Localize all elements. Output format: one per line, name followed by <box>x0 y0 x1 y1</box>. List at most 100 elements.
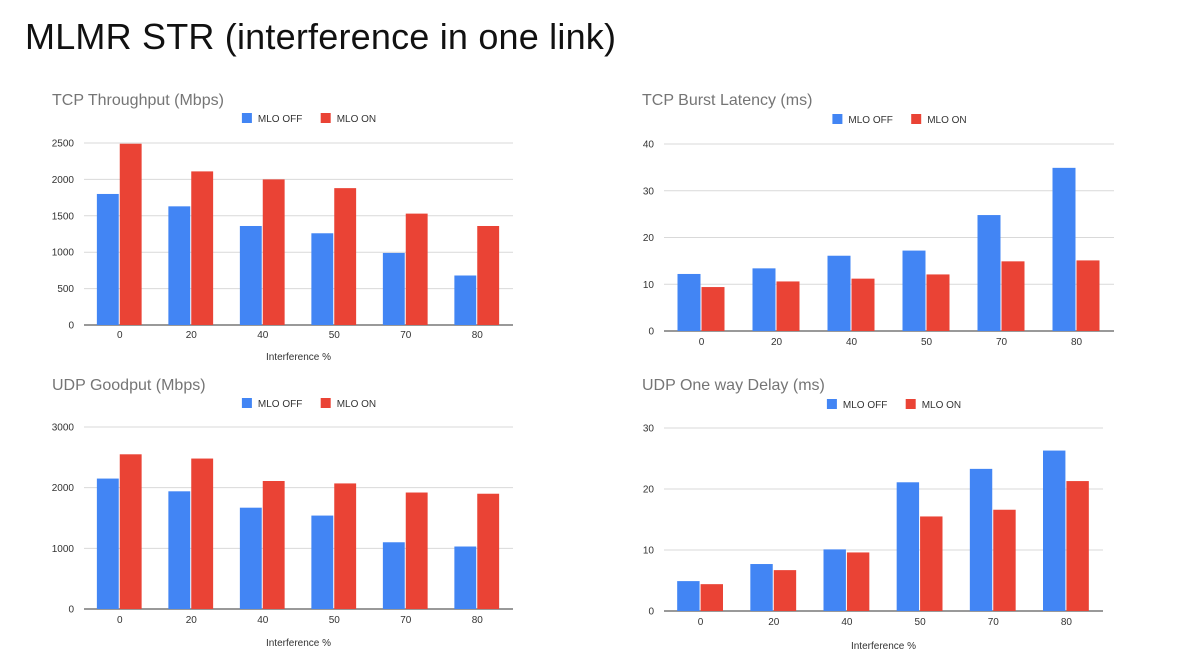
bar-mlo-off <box>896 482 920 611</box>
chart-svg: TCP Burst Latency (ms) MLO OFF MLO ON 0 10 20… <box>642 92 1114 348</box>
y-tick-label: 1000 <box>52 248 75 259</box>
x-tick-label: 80 <box>1071 337 1083 348</box>
x-tick-label: 80 <box>472 615 484 626</box>
bar-mlo-off <box>750 564 773 611</box>
x-tick-label: 40 <box>846 337 858 348</box>
bar-mlo-off <box>96 478 119 609</box>
y-tick-label: 1500 <box>52 211 75 222</box>
chart-title: TCP Burst Latency (ms) <box>642 92 812 109</box>
bar-mlo-on <box>191 458 214 609</box>
udp-goodput-chart: UDP Goodput (Mbps) MLO OFF MLO ON 0 1000 2000… <box>40 370 540 652</box>
x-tick-label: 0 <box>117 330 123 341</box>
x-tick-label: 40 <box>257 615 269 626</box>
y-tick-label: 0 <box>648 607 654 618</box>
legend-label: MLO ON <box>337 114 376 125</box>
bar-mlo-on <box>477 225 500 325</box>
bar-mlo-off <box>96 193 119 325</box>
x-tick-label: 70 <box>400 615 412 626</box>
chart-svg: UDP Goodput (Mbps) MLO OFF MLO ON 0 1000 2000… <box>52 377 513 649</box>
bar-mlo-off <box>239 507 262 609</box>
bar-mlo-off <box>239 225 262 325</box>
y-tick-label: 0 <box>68 605 74 616</box>
x-tick-label: 40 <box>841 617 853 628</box>
x-tick-label: 50 <box>329 615 341 626</box>
x-tick-label: 20 <box>186 330 198 341</box>
x-tick-label: 0 <box>698 617 704 628</box>
bar-mlo-on <box>1066 481 1089 611</box>
legend-label: MLO OFF <box>258 114 302 125</box>
bar-mlo-on <box>334 483 357 609</box>
y-tick-label: 3000 <box>52 423 75 434</box>
chart-legend: MLO OFF MLO ON <box>241 113 376 125</box>
bar-mlo-on <box>776 281 800 331</box>
bar-mlo-off <box>1043 450 1066 611</box>
legend-label: MLO ON <box>922 400 961 411</box>
x-axis-label: Interference % <box>266 638 331 649</box>
bar-mlo-off <box>823 549 846 611</box>
bar-mlo-on <box>1001 261 1025 331</box>
bar-mlo-off <box>382 252 405 325</box>
bar-mlo-off <box>168 206 191 325</box>
bar-mlo-off <box>827 255 851 331</box>
page-title: MLMR STR (interference in one link) <box>25 16 617 57</box>
x-tick-label: 80 <box>472 330 484 341</box>
bar-mlo-on <box>846 552 870 611</box>
bar-mlo-off <box>168 491 191 609</box>
x-tick-label: 20 <box>186 615 198 626</box>
chart-svg: UDP One way Delay (ms) MLO OFF MLO ON 0 10 20… <box>642 377 1103 652</box>
legend-swatch <box>241 398 252 408</box>
x-tick-label: 50 <box>915 617 927 628</box>
legend-label: MLO ON <box>337 399 376 410</box>
x-axis-label: Interference % <box>851 641 916 652</box>
bar-mlo-on <box>477 493 500 609</box>
bar-mlo-off <box>752 268 776 331</box>
x-tick-label: 70 <box>988 617 1000 628</box>
bar-mlo-off <box>677 273 701 331</box>
x-tick-label: 20 <box>771 337 783 348</box>
y-tick-label: 40 <box>643 140 655 151</box>
bar-mlo-on <box>851 278 875 331</box>
legend-swatch <box>832 114 843 124</box>
bar-mlo-off <box>677 581 700 611</box>
chart-legend: MLO OFF MLO ON <box>832 114 967 126</box>
bar-mlo-off <box>454 275 477 325</box>
x-tick-label: 50 <box>329 330 341 341</box>
tcp-burst-latency-chart: TCP Burst Latency (ms) MLO OFF MLO ON 0 10 20… <box>630 85 1130 363</box>
chart-legend: MLO OFF MLO ON <box>241 398 376 410</box>
legend-swatch <box>320 398 331 408</box>
bar-mlo-on <box>119 143 142 325</box>
bar-mlo-off <box>382 542 405 609</box>
bar-mlo-off <box>1052 167 1076 331</box>
legend-swatch <box>320 113 331 123</box>
x-axis-label: Interference % <box>266 352 331 363</box>
x-tick-label: 70 <box>400 330 412 341</box>
bar-mlo-off <box>977 215 1001 331</box>
bar-mlo-on <box>191 171 214 325</box>
legend-swatch <box>911 114 922 124</box>
bar-mlo-off <box>969 468 993 611</box>
chart-title: UDP Goodput (Mbps) <box>52 377 206 394</box>
y-tick-label: 10 <box>643 280 655 291</box>
bar-mlo-on <box>405 213 428 325</box>
bar-mlo-on <box>119 454 142 609</box>
y-tick-label: 0 <box>68 321 74 332</box>
tcp-throughput-chart: TCP Throughput (Mbps) MLO OFF MLO ON 0 500 10… <box>40 85 540 363</box>
bar-mlo-off <box>454 546 477 609</box>
bar-mlo-on <box>405 492 428 609</box>
bar-mlo-on <box>334 188 357 325</box>
y-tick-label: 2000 <box>52 483 75 494</box>
y-tick-label: 20 <box>643 233 655 244</box>
y-tick-label: 2500 <box>52 139 75 150</box>
y-tick-label: 500 <box>57 284 74 295</box>
chart-title: UDP One way Delay (ms) <box>642 377 825 394</box>
y-tick-label: 1000 <box>52 544 75 555</box>
bar-mlo-on <box>262 480 285 609</box>
y-tick-label: 30 <box>643 424 655 435</box>
bar-mlo-off <box>902 250 926 331</box>
udp-one-way-delay-chart: UDP One way Delay (ms) MLO OFF MLO ON 0 10 20… <box>630 370 1130 652</box>
x-tick-label: 40 <box>257 330 269 341</box>
bar-mlo-on <box>993 509 1016 611</box>
legend-label: MLO OFF <box>843 400 887 411</box>
y-tick-label: 0 <box>648 327 654 338</box>
x-tick-label: 20 <box>768 617 780 628</box>
